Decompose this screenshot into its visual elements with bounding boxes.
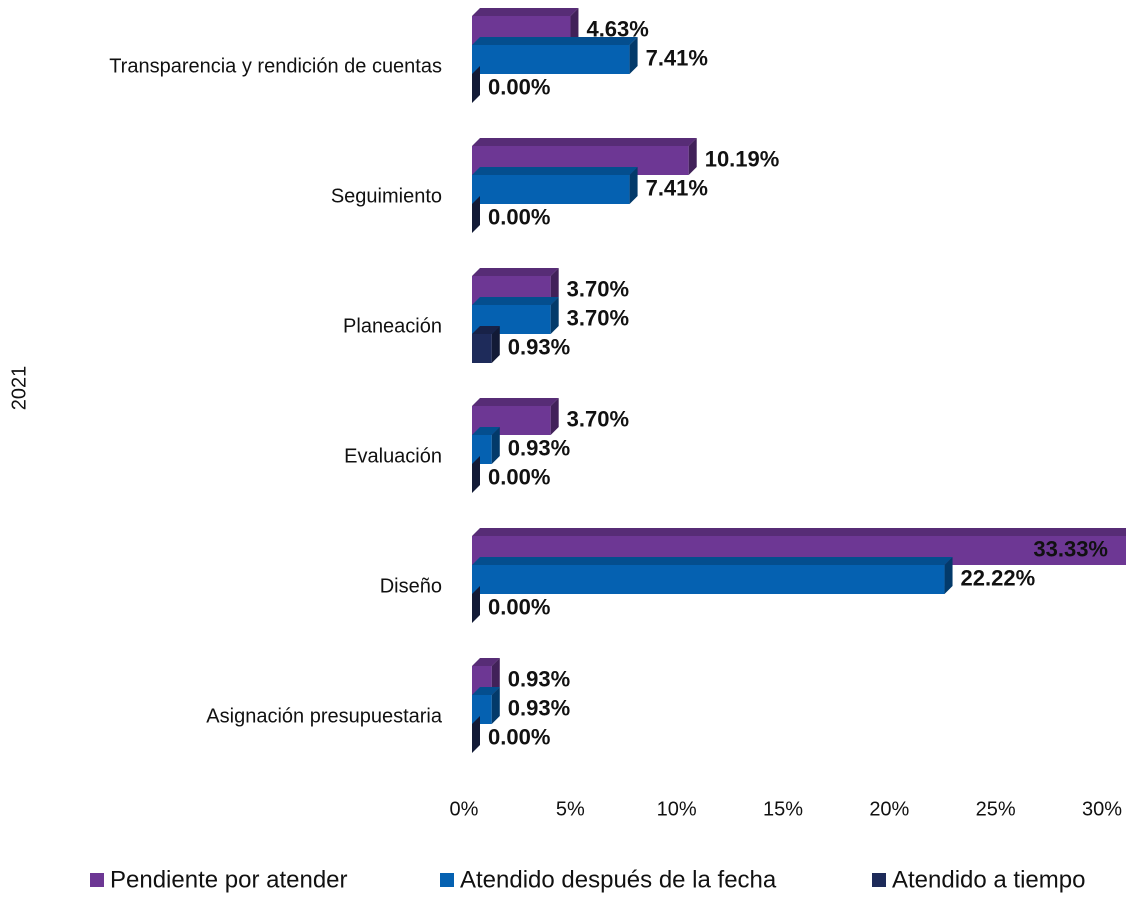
data-label: 0.93% bbox=[508, 695, 570, 720]
bar-side bbox=[550, 398, 559, 435]
bar-side bbox=[491, 427, 500, 464]
y-tick-label: Seguimiento bbox=[331, 185, 442, 207]
bar-side bbox=[472, 196, 480, 233]
bar bbox=[472, 334, 492, 363]
data-label: 0.00% bbox=[488, 204, 550, 229]
bar-side bbox=[491, 687, 500, 724]
data-label: 33.33% bbox=[1033, 536, 1108, 561]
bar bbox=[472, 565, 945, 594]
bar-top bbox=[472, 37, 638, 45]
bar bbox=[472, 435, 492, 464]
data-label: 7.41% bbox=[646, 45, 708, 70]
x-tick-label: 15% bbox=[763, 798, 803, 820]
legend-swatch bbox=[872, 873, 886, 887]
bar-side bbox=[944, 557, 953, 594]
bar-side bbox=[472, 66, 480, 103]
bar-side bbox=[629, 37, 638, 74]
x-tick-label: 25% bbox=[976, 798, 1016, 820]
bar-top bbox=[472, 658, 500, 666]
bar-top bbox=[472, 138, 697, 146]
bar-top bbox=[472, 8, 579, 16]
bar bbox=[472, 45, 630, 74]
legend-swatch bbox=[440, 873, 454, 887]
data-label: 10.19% bbox=[705, 146, 780, 171]
data-label: 4.63% bbox=[586, 16, 648, 41]
bar-side bbox=[491, 326, 500, 363]
legend-label: Atendido después de la fecha bbox=[460, 866, 777, 893]
data-label: 3.70% bbox=[567, 406, 629, 431]
y-tick-label: Diseño bbox=[380, 575, 442, 597]
bar-side bbox=[629, 167, 638, 204]
bar-top bbox=[472, 528, 1126, 536]
bar-side bbox=[472, 586, 480, 623]
y-tick-label: Evaluación bbox=[344, 445, 442, 467]
bar-side bbox=[491, 658, 500, 695]
plot-area bbox=[472, 8, 1126, 753]
bar-side bbox=[472, 716, 480, 753]
y-tick-label: Planeación bbox=[343, 315, 442, 337]
bar-top bbox=[472, 297, 559, 305]
bar bbox=[472, 695, 492, 724]
bar-side bbox=[472, 456, 480, 493]
bar bbox=[472, 175, 630, 204]
data-label: 0.93% bbox=[508, 435, 570, 460]
x-tick-label: 5% bbox=[556, 798, 585, 820]
bar-side bbox=[688, 138, 697, 175]
data-label: 3.70% bbox=[567, 276, 629, 301]
data-label: 0.00% bbox=[488, 594, 550, 619]
x-tick-label: 0% bbox=[450, 798, 479, 820]
bar-side bbox=[550, 297, 559, 334]
bar-top bbox=[472, 557, 953, 565]
bar-top bbox=[472, 687, 500, 695]
bar-side bbox=[570, 8, 579, 45]
x-tick-label: 20% bbox=[869, 798, 909, 820]
bar-top bbox=[472, 427, 500, 435]
data-label: 7.41% bbox=[646, 175, 708, 200]
legend-label: Atendido a tiempo bbox=[892, 866, 1085, 893]
data-label: 0.00% bbox=[488, 74, 550, 99]
y-tick-label: Transparencia y rendición de cuentas bbox=[109, 55, 442, 77]
data-label: 0.93% bbox=[508, 666, 570, 691]
data-label: 22.22% bbox=[961, 565, 1036, 590]
legend-label: Pendiente por atender bbox=[110, 866, 348, 893]
x-tick-label: 30% bbox=[1082, 798, 1122, 820]
bar-side bbox=[550, 268, 559, 305]
legend-swatch bbox=[90, 873, 104, 887]
x-tick-label: 10% bbox=[657, 798, 697, 820]
bar-top bbox=[472, 268, 559, 276]
bar-top bbox=[472, 326, 500, 334]
y-tick-label: Asignación presupuestaria bbox=[206, 705, 443, 727]
data-label: 0.00% bbox=[488, 464, 550, 489]
y-axis-label: 2021 bbox=[8, 366, 30, 411]
bar-top bbox=[472, 167, 638, 175]
bar-top bbox=[472, 398, 559, 406]
data-label: 0.93% bbox=[508, 334, 570, 359]
data-label: 0.00% bbox=[488, 724, 550, 749]
data-label: 3.70% bbox=[567, 305, 629, 330]
